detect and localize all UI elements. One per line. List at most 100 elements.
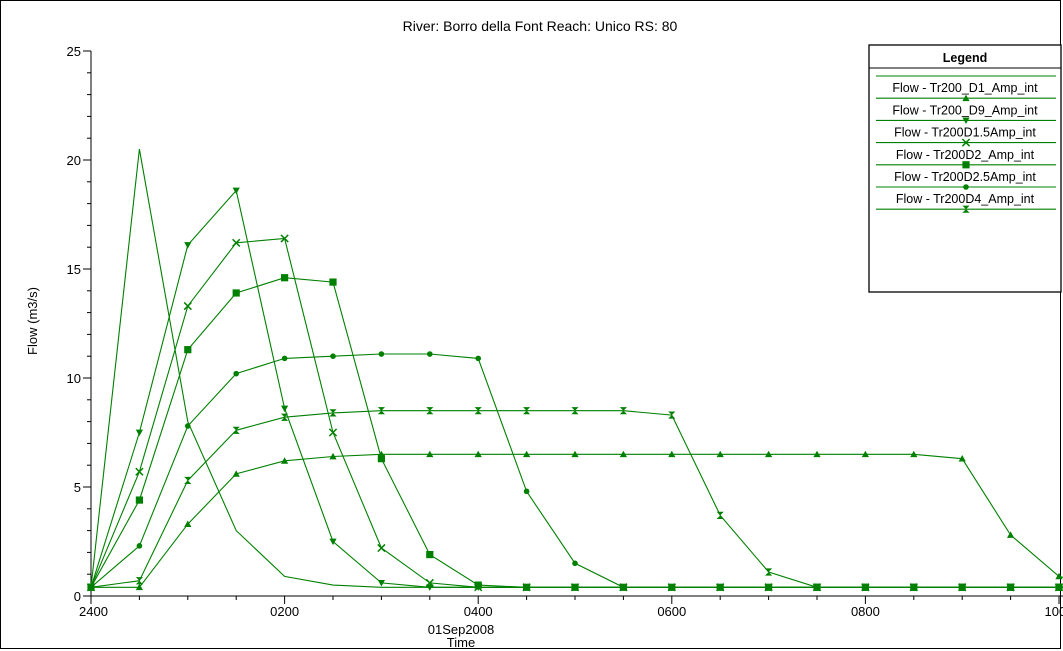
legend-label: Flow - Tr200_D1_Amp_int bbox=[892, 81, 1038, 95]
data-point bbox=[281, 457, 289, 464]
data-point bbox=[377, 455, 385, 463]
data-point bbox=[377, 407, 385, 415]
data-point bbox=[620, 584, 627, 591]
data-point bbox=[961, 138, 971, 147]
data-point bbox=[963, 184, 969, 190]
series-layer bbox=[86, 149, 1063, 592]
data-point bbox=[329, 409, 337, 417]
data-point bbox=[87, 583, 95, 591]
data-point bbox=[329, 538, 337, 546]
data-point bbox=[184, 476, 192, 485]
y-tick-label: 15 bbox=[67, 262, 81, 277]
data-point bbox=[329, 452, 337, 460]
data-point bbox=[765, 450, 773, 458]
data-point bbox=[426, 407, 434, 415]
series-flow-tr200-d1-amp-int bbox=[87, 450, 1063, 591]
data-point bbox=[962, 94, 970, 102]
data-point bbox=[184, 346, 192, 354]
data-point bbox=[910, 450, 918, 458]
data-point bbox=[183, 301, 192, 311]
series-flow-tr200d2-5amp-int bbox=[88, 351, 1063, 591]
chart-title: River: Borro della Font Reach: Unico RS:… bbox=[403, 18, 678, 34]
data-point bbox=[619, 450, 627, 458]
data-point bbox=[135, 496, 143, 504]
x-axis-date-label: 01Sep2008 bbox=[428, 622, 495, 637]
data-point bbox=[135, 577, 143, 585]
legend-title: Legend bbox=[943, 51, 987, 65]
data-point bbox=[185, 423, 191, 429]
y-axis-label: Flow (m3/s) bbox=[25, 287, 40, 355]
data-point bbox=[523, 407, 531, 415]
data-point bbox=[280, 234, 289, 243]
data-point bbox=[523, 583, 531, 591]
data-point bbox=[717, 584, 723, 591]
data-point bbox=[571, 583, 579, 591]
data-point bbox=[232, 426, 240, 434]
data-point bbox=[184, 242, 192, 249]
data-point bbox=[135, 583, 143, 591]
data-point bbox=[1007, 583, 1015, 591]
data-point bbox=[425, 578, 434, 588]
data-point bbox=[232, 289, 240, 297]
data-point bbox=[184, 520, 192, 527]
legend-label: Flow - Tr200D1.5Amp_int bbox=[894, 126, 1036, 140]
data-point bbox=[1007, 531, 1015, 538]
data-point bbox=[523, 450, 531, 458]
data-point bbox=[427, 351, 433, 357]
legend: Legend Flow - Tr200_D1_Amp_int Flow - Tr2… bbox=[868, 44, 1062, 293]
data-point bbox=[962, 161, 970, 169]
legend-label: Flow - Tr200D2_Amp_int bbox=[896, 148, 1035, 162]
data-point bbox=[813, 450, 821, 458]
x-axis-label: Time bbox=[447, 635, 475, 650]
data-point bbox=[136, 543, 143, 549]
data-point bbox=[135, 429, 143, 437]
legend-box bbox=[868, 44, 1062, 293]
data-point bbox=[861, 450, 869, 458]
data-point bbox=[716, 511, 724, 519]
data-point bbox=[475, 355, 482, 362]
axes: 0510152025240002000400060008001000120014… bbox=[67, 44, 1063, 619]
data-point bbox=[962, 117, 970, 124]
x-tick-label: 2400 bbox=[79, 604, 108, 619]
legend-label: Flow - Tr200_D9_Amp_int bbox=[892, 103, 1038, 117]
series-line bbox=[90, 353, 1063, 588]
data-point bbox=[474, 407, 482, 415]
y-tick-label: 10 bbox=[67, 371, 81, 386]
data-point bbox=[861, 583, 869, 591]
legend-label: Flow - Tr200D4_Amp_int bbox=[896, 192, 1035, 206]
data-point bbox=[329, 278, 337, 286]
data-point bbox=[572, 560, 578, 567]
data-point bbox=[716, 450, 724, 458]
y-tick-label: 5 bbox=[74, 480, 81, 495]
y-tick-label: 25 bbox=[67, 44, 81, 59]
series-flow-tr200d4-amp-int bbox=[87, 407, 1063, 591]
data-point bbox=[232, 470, 240, 477]
data-point bbox=[571, 407, 579, 415]
data-point bbox=[958, 455, 966, 462]
data-point bbox=[669, 584, 675, 591]
data-point bbox=[233, 370, 239, 377]
data-point bbox=[1055, 572, 1063, 580]
data-point bbox=[619, 407, 627, 415]
data-point bbox=[765, 568, 773, 576]
data-point bbox=[523, 488, 530, 495]
data-point bbox=[426, 584, 434, 591]
x-tick-label: 0200 bbox=[270, 604, 299, 619]
data-point bbox=[378, 351, 385, 357]
data-point bbox=[330, 353, 336, 360]
data-point bbox=[571, 450, 579, 458]
data-point bbox=[377, 543, 386, 553]
legend-label: Flow - Tr200D2.5Amp_int bbox=[894, 170, 1036, 184]
data-point bbox=[328, 428, 338, 437]
data-point bbox=[668, 411, 676, 419]
data-point bbox=[281, 274, 289, 282]
y-tick-label: 0 bbox=[74, 589, 81, 604]
series-line bbox=[90, 237, 1063, 588]
data-point bbox=[668, 450, 676, 458]
data-point bbox=[958, 583, 966, 591]
y-tick-label: 20 bbox=[67, 153, 81, 168]
x-tick-label: 0600 bbox=[657, 604, 686, 619]
data-point bbox=[232, 238, 241, 247]
